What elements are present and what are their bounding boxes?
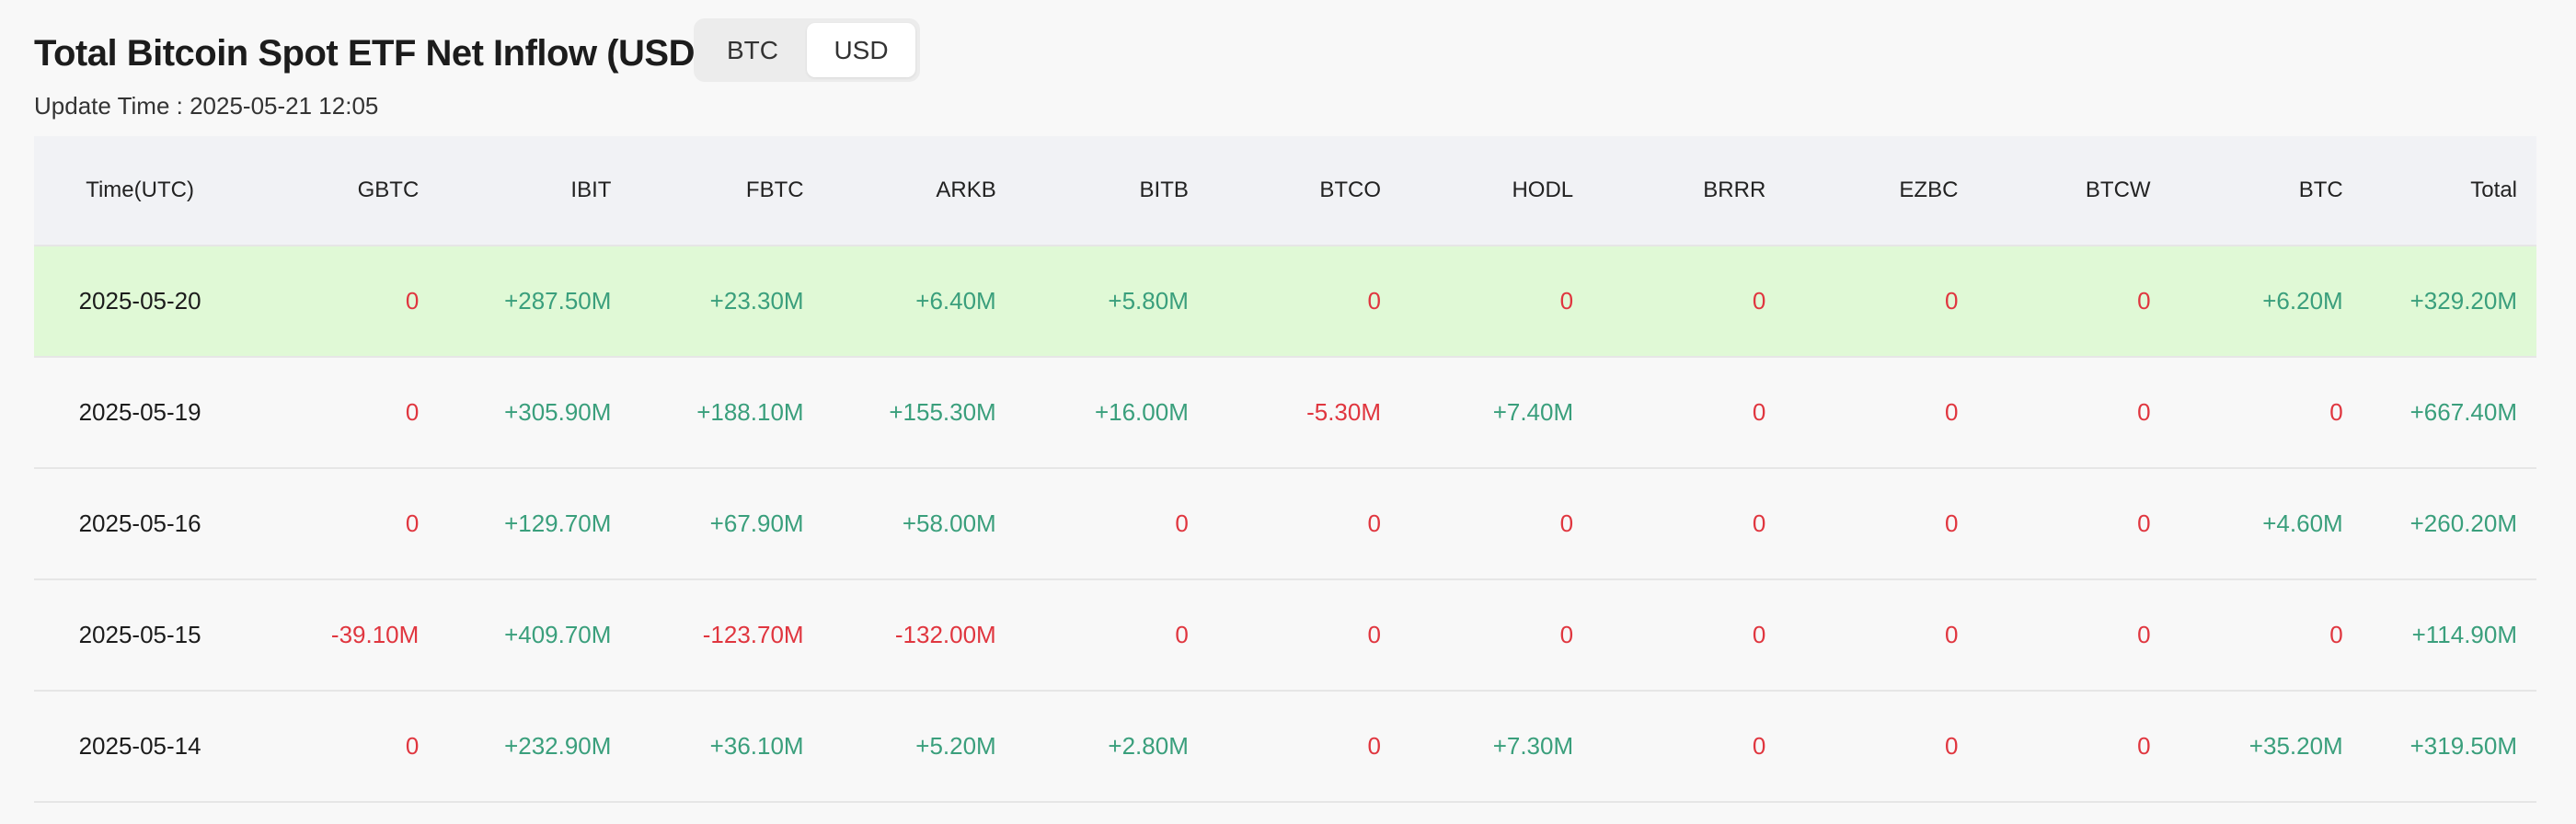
flow-cell: 0 xyxy=(1593,357,1786,469)
flow-cell: 0 xyxy=(1400,468,1593,580)
flow-cell: +5.20M xyxy=(822,691,1016,803)
column-header: FBTC xyxy=(630,136,823,246)
flow-cell: 0 xyxy=(1593,246,1786,358)
flow-cell: +188.10M xyxy=(630,357,823,469)
column-header: GBTC xyxy=(246,136,439,246)
column-header: IBIT xyxy=(438,136,631,246)
unit-toggle: BTC USD xyxy=(694,18,920,82)
column-header: ARKB xyxy=(822,136,1016,246)
flow-cell: 0 xyxy=(1593,579,1786,692)
flow-cell: +5.80M xyxy=(1015,246,1208,358)
flow-cell: +667.40M xyxy=(2362,357,2536,469)
flow-cell: +4.60M xyxy=(2169,468,2363,580)
flow-cell: 0 xyxy=(1785,579,1978,692)
flow-cell: -5.30M xyxy=(1207,357,1400,469)
flow-cell: 0 xyxy=(1977,691,2170,803)
date-cell: 2025-05-20 xyxy=(34,246,247,358)
date-cell: 2025-05-19 xyxy=(34,357,247,469)
table-row: 2025-05-20 0 +287.50M +23.30M +6.40M +5.80M 0 0… xyxy=(34,246,2536,358)
title: Total Bitcoin Spot ETF Net Inflow (USD) xyxy=(34,33,707,74)
flow-cell: +6.20M xyxy=(2169,246,2363,358)
flow-cell: 0 xyxy=(1785,468,1978,580)
flow-cell: +232.90M xyxy=(438,691,631,803)
column-header: BTC xyxy=(2169,136,2363,246)
flow-cell: +67.90M xyxy=(630,468,823,580)
flow-cell: 0 xyxy=(1977,579,2170,692)
flow-cell: 0 xyxy=(1977,468,2170,580)
flow-cell: -132.00M xyxy=(822,579,1016,692)
flow-cell: +7.40M xyxy=(1400,357,1593,469)
flow-cell: 0 xyxy=(2169,579,2363,692)
column-header: BTCW xyxy=(1977,136,2170,246)
flow-cell: +319.50M xyxy=(2362,691,2536,803)
flow-cell: +23.30M xyxy=(630,246,823,358)
flow-cell: 0 xyxy=(1015,468,1208,580)
flow-cell: +58.00M xyxy=(822,468,1016,580)
table-row: 2025-05-14 0 +232.90M +36.10M +5.20M +2.80M 0 +… xyxy=(34,691,2536,803)
table-row: 2025-05-16 0 +129.70M +67.90M +58.00M 0 0 0 0 0 0 +… xyxy=(34,468,2536,580)
flow-cell: +260.20M xyxy=(2362,468,2536,580)
flow-cell: 0 xyxy=(1977,357,2170,469)
flow-cell: +6.40M xyxy=(822,246,1016,358)
flow-cell: +329.20M xyxy=(2362,246,2536,358)
flow-cell: 0 xyxy=(246,691,439,803)
flow-cell: +287.50M xyxy=(438,246,631,358)
column-header: EZBC xyxy=(1785,136,1978,246)
flow-cell: +409.70M xyxy=(438,579,631,692)
flow-cell: -123.70M xyxy=(630,579,823,692)
table-row: 2025-05-15 -39.10M +409.70M -123.70M -132.00… xyxy=(34,579,2536,692)
date-cell: 2025-05-16 xyxy=(34,468,247,580)
table-row: 2025-05-19 0 +305.90M +188.10M +155.30M +16.0… xyxy=(34,357,2536,469)
flow-cell: 0 xyxy=(1593,468,1786,580)
column-header: Total xyxy=(2362,136,2536,246)
toggle-option[interactable]: BTC xyxy=(727,35,778,64)
date-cell: 2025-05-14 xyxy=(34,691,247,803)
flow-cell: 0 xyxy=(1207,579,1400,692)
flow-cell: 0 xyxy=(246,357,439,469)
flow-cell: +305.90M xyxy=(438,357,631,469)
toggle-option[interactable]: USD xyxy=(807,23,915,77)
flow-cell: +35.20M xyxy=(2169,691,2363,803)
flow-cell: 0 xyxy=(246,468,439,580)
flow-cell: +2.80M xyxy=(1015,691,1208,803)
flow-cell: 0 xyxy=(1785,246,1978,358)
flow-cell: 0 xyxy=(1593,691,1786,803)
flow-cell: +16.00M xyxy=(1015,357,1208,469)
flow-cell: 0 xyxy=(2169,357,2363,469)
column-header: BRRR xyxy=(1593,136,1786,246)
flow-cell: +114.90M xyxy=(2362,579,2536,692)
flow-cell: 0 xyxy=(1785,357,1978,469)
flow-cell: 0 xyxy=(1977,246,2170,358)
column-header: BTCO xyxy=(1207,136,1400,246)
flow-cell: 0 xyxy=(246,246,439,358)
column-header: HODL xyxy=(1400,136,1593,246)
column-header: BITB xyxy=(1015,136,1208,246)
flow-cell: +7.30M xyxy=(1400,691,1593,803)
flow-cell: 0 xyxy=(1400,246,1593,358)
flow-cell: 0 xyxy=(1207,246,1400,358)
flow-cell: 0 xyxy=(1207,691,1400,803)
inflow-table: Time(UTC) GBTC IBIT FBTC ARKB BITB BTCO HODL BRR… xyxy=(34,136,2536,803)
flow-cell: 0 xyxy=(1207,468,1400,580)
flow-cell: 0 xyxy=(1400,579,1593,692)
flow-cell: -39.10M xyxy=(246,579,439,692)
flow-cell: +155.30M xyxy=(822,357,1016,469)
flow-cell: 0 xyxy=(1785,691,1978,803)
update-time: Update Time : 2025-05-21 12:05 xyxy=(34,92,379,120)
column-header: Time(UTC) xyxy=(34,136,247,246)
date-cell: 2025-05-15 xyxy=(34,579,247,692)
flow-cell: +36.10M xyxy=(630,691,823,803)
flow-cell: 0 xyxy=(1015,579,1208,692)
flow-cell: +129.70M xyxy=(438,468,631,580)
header-row: Time(UTC) GBTC IBIT FBTC ARKB BITB BTCO HODL BRR… xyxy=(34,136,2536,246)
